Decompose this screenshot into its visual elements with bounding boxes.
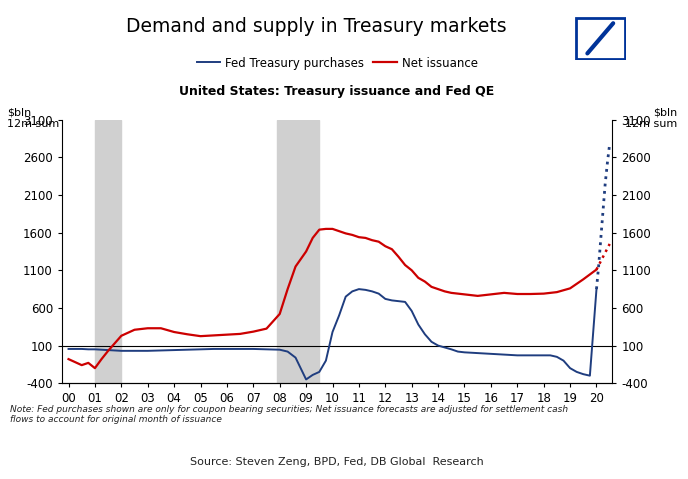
Bar [277, 120, 319, 383]
Bar [95, 120, 121, 383]
Text: Demand and supply in Treasury markets: Demand and supply in Treasury markets [126, 17, 507, 36]
FancyBboxPatch shape [576, 18, 625, 58]
Text: Source: Steven Zeng, BPD, Fed, DB Global  Research: Source: Steven Zeng, BPD, Fed, DB Global… [191, 457, 484, 467]
Text: Note: Fed purchases shown are only for coupon bearing securities; Net issuance f: Note: Fed purchases shown are only for c… [10, 405, 568, 424]
Text: United States: Treasury issuance and Fed QE: United States: Treasury issuance and Fed… [180, 85, 495, 98]
Text: $bln
12m sum: $bln 12m sum [625, 108, 678, 129]
Text: $bln
12m sum: $bln 12m sum [7, 108, 59, 129]
Legend: Fed Treasury purchases, Net issuance: Fed Treasury purchases, Net issuance [192, 52, 482, 74]
